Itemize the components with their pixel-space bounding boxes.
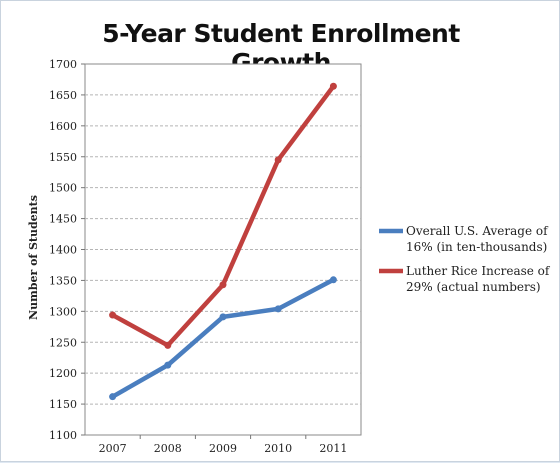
- y-tick-label: 1200: [49, 367, 77, 380]
- data-point-series-2: [109, 311, 117, 319]
- data-point-series-1: [219, 313, 227, 321]
- y-tick-label: 1500: [49, 182, 77, 195]
- data-point-series-1: [329, 276, 337, 284]
- y-tick-label: 1700: [49, 58, 77, 71]
- y-tick-label: 1350: [49, 274, 77, 287]
- chart-title: 5-Year Student Enrollment Growth: [102, 19, 460, 77]
- x-tick-label: 2011: [319, 442, 347, 455]
- y-tick-label: 1300: [49, 305, 77, 318]
- legend-label-1: 16% (in ten-thousands): [406, 240, 547, 254]
- y-tick-label: 1250: [49, 336, 77, 349]
- x-tick-label: 2007: [99, 442, 127, 455]
- y-tick-label: 1600: [49, 120, 77, 133]
- y-tick-label: 1100: [49, 429, 77, 442]
- x-tick-label: 2008: [154, 442, 182, 455]
- data-point-series-2: [219, 281, 227, 289]
- legend-label-1: Overall U.S. Average of: [406, 224, 549, 238]
- x-tick-label: 2010: [264, 442, 292, 455]
- y-tick-label: 1150: [49, 398, 77, 411]
- data-point-series-2: [329, 82, 337, 90]
- y-tick-label: 1650: [49, 89, 77, 102]
- data-point-series-1: [109, 393, 117, 401]
- x-tick-label: 2009: [209, 442, 237, 455]
- y-tick-label: 1550: [49, 151, 77, 164]
- y-tick-label: 1400: [49, 244, 77, 257]
- data-point-series-2: [164, 341, 172, 349]
- y-tick-label: 1450: [49, 213, 77, 226]
- legend-label-2: 29% (actual numbers): [406, 280, 541, 294]
- data-point-series-1: [274, 305, 282, 313]
- legend-label-2: Luther Rice Increase of: [406, 264, 551, 278]
- data-point-series-1: [164, 361, 172, 369]
- y-axis-title: Number of Students: [27, 195, 40, 320]
- data-point-series-2: [274, 156, 282, 164]
